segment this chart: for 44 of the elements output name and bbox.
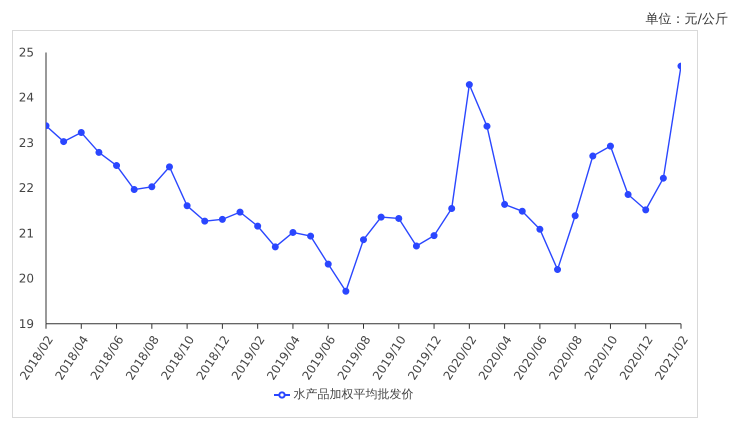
legend-label: 水产品加权平均批发价 — [294, 386, 414, 401]
point — [130, 186, 138, 194]
point — [218, 216, 226, 223]
y-tick-label: 24 — [18, 90, 34, 105]
point — [289, 228, 296, 236]
point — [483, 122, 490, 130]
point — [430, 232, 438, 240]
point — [448, 204, 456, 212]
y-tick-label: 23 — [18, 136, 34, 150]
point — [184, 202, 191, 210]
point — [395, 214, 402, 222]
point — [412, 242, 420, 250]
point — [148, 183, 156, 190]
point — [201, 218, 208, 225]
point — [572, 212, 579, 220]
point — [78, 129, 85, 136]
point — [166, 163, 173, 170]
point — [272, 243, 279, 250]
y-tick-label: 22 — [18, 181, 34, 196]
point — [324, 260, 332, 268]
point — [95, 148, 102, 156]
point — [501, 200, 508, 208]
point — [642, 206, 650, 214]
point — [660, 174, 667, 182]
point — [60, 138, 68, 146]
y-tick-label: 25 — [18, 46, 34, 60]
point — [606, 142, 614, 150]
point — [589, 152, 596, 160]
point — [360, 236, 367, 244]
point — [536, 226, 544, 233]
y-tick-label: 20 — [18, 272, 34, 286]
point — [554, 266, 562, 274]
point — [254, 222, 262, 230]
point — [307, 232, 314, 240]
point — [518, 208, 526, 215]
point — [466, 81, 473, 88]
y-tick-label: 21 — [18, 226, 34, 240]
point — [236, 208, 244, 216]
point — [624, 190, 632, 198]
point — [342, 288, 350, 295]
y-tick-label: 19 — [18, 316, 34, 331]
text: 单位：元/公斤 — [646, 11, 728, 28]
point — [378, 214, 385, 221]
point — [113, 162, 120, 170]
